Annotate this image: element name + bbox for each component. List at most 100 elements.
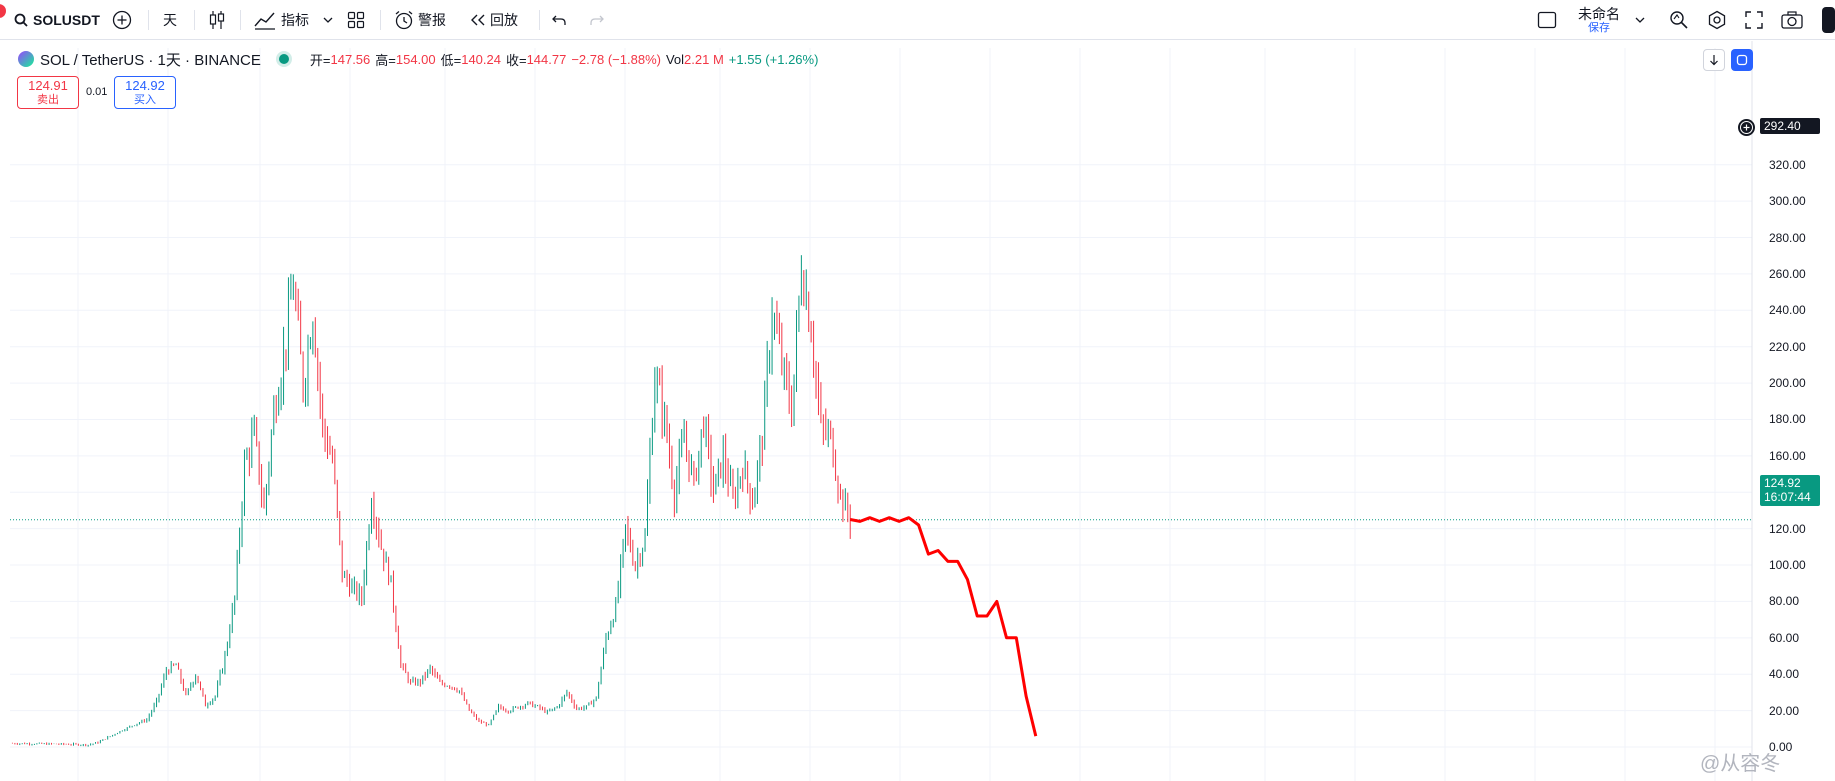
redo-button[interactable]: [589, 0, 605, 40]
price-tick-label: 280.00: [1769, 230, 1806, 245]
fullscreen-icon: [1745, 11, 1763, 29]
add-circle-icon: [112, 10, 132, 30]
low-label: 低=: [440, 52, 462, 68]
divider: [380, 10, 381, 30]
chart-type-button[interactable]: [208, 0, 226, 40]
price-tick-label: 300.00: [1769, 194, 1806, 209]
alert-button[interactable]: 警报: [393, 0, 446, 40]
chart-legend: SOL / TetherUS · 1天 · BINANCE 开= 147.56 高…: [18, 50, 819, 69]
price-tick-label: 60.00: [1769, 630, 1800, 645]
layout-save-button[interactable]: 未命名 保存: [1574, 0, 1624, 40]
close-label: 收=: [505, 52, 527, 68]
chevron-down-icon: [323, 17, 333, 23]
last-price-tag: 124.92 16:07:44: [1760, 475, 1820, 506]
open-value: 147.56: [330, 51, 371, 67]
indicators-button[interactable]: 指标: [254, 0, 333, 40]
price-tick-label: 320.00: [1769, 157, 1806, 172]
buy-button[interactable]: 124.92 买入: [114, 76, 176, 109]
undo-icon: [552, 15, 566, 25]
chart-grid: [10, 48, 1752, 781]
square-icon: [1537, 11, 1557, 29]
price-tick-label: 260.00: [1769, 266, 1806, 281]
auto-scale-icon: [1736, 54, 1748, 66]
bar-countdown: 16:07:44: [1764, 490, 1811, 504]
snapshot-button[interactable]: [1781, 0, 1803, 40]
open-label: 开=: [309, 52, 331, 68]
layout-menu-button[interactable]: [1635, 0, 1645, 40]
add-alert-plus-icon[interactable]: [1738, 119, 1755, 136]
chevron-down-icon: [1635, 17, 1645, 23]
indicators-label: 指标: [281, 12, 309, 28]
layouts-button[interactable]: [347, 0, 365, 40]
price-tick-label: 220.00: [1769, 339, 1806, 354]
publish-button-partial[interactable]: [1822, 0, 1835, 40]
top-toolbar: SOLUSDT 天 指标 警报 回放 未命名 保存: [0, 0, 1835, 40]
divider: [240, 10, 241, 30]
candlestick-series: [11, 255, 851, 747]
arrow-down-icon: [1710, 55, 1718, 66]
redo-icon: [590, 15, 604, 25]
vol-label: Vol: [665, 51, 685, 67]
indicators-icon: [254, 12, 275, 30]
sell-label: 卖出: [37, 93, 59, 106]
spread-value: 0.01: [86, 86, 108, 98]
sell-button[interactable]: 124.91 卖出: [17, 76, 79, 109]
candles-icon: [209, 11, 225, 29]
settings-button[interactable]: [1707, 0, 1727, 40]
camera-icon: [1781, 11, 1803, 29]
replay-label: 回放: [490, 12, 518, 28]
watermark: @从容冬: [1700, 753, 1781, 775]
alert-label: 警报: [418, 12, 446, 28]
market-open-icon: [278, 54, 289, 64]
rewind-icon: [471, 14, 485, 26]
fullscreen-button[interactable]: [1745, 0, 1763, 40]
price-tick-label: 80.00: [1769, 594, 1800, 609]
symbol-name: SOLUSDT: [33, 12, 100, 28]
quick-search-icon: [1670, 11, 1688, 29]
publish-icon: [1822, 7, 1835, 33]
compare-button[interactable]: [112, 0, 132, 40]
interval-button[interactable]: 天: [163, 0, 177, 40]
price-tick-label: 200.00: [1769, 376, 1806, 391]
alarm-clock-icon: [395, 11, 413, 30]
replay-button[interactable]: 回放: [469, 0, 518, 40]
price-tick-label: 100.00: [1769, 558, 1806, 573]
high-price-tag-value: 292.40: [1764, 119, 1801, 133]
quick-search-button[interactable]: [1669, 0, 1689, 40]
gear-icon: [1708, 10, 1726, 30]
notification-dot: [0, 4, 6, 18]
vol-value: 2.21 M: [684, 51, 724, 67]
divider: [539, 10, 540, 30]
vol-change-value: +1.55 (+1.26%): [728, 51, 819, 67]
search-icon: [14, 13, 28, 27]
last-price-value: 124.92: [1764, 476, 1801, 490]
close-value: 144.77: [526, 51, 567, 67]
price-tick-label: 120.00: [1769, 521, 1806, 536]
sell-price: 124.91: [28, 77, 68, 93]
price-tick-label: 240.00: [1769, 303, 1806, 318]
select-layout-button[interactable]: [1537, 0, 1557, 40]
change-value: −2.78 (−1.88%): [571, 51, 661, 67]
buy-price: 124.92: [125, 77, 165, 93]
freehand-drawing[interactable]: [849, 516, 1038, 737]
price-tick-label: 40.00: [1769, 667, 1800, 682]
buy-label: 买入: [134, 93, 156, 106]
layout-grid-icon: [347, 11, 365, 29]
price-tick-label: 180.00: [1769, 412, 1806, 427]
legend-title: SOL / TetherUS · 1天 · BINANCE: [40, 51, 261, 69]
divider: [194, 10, 195, 30]
undo-button[interactable]: [551, 0, 567, 40]
high-price-tag: 292.40: [1760, 118, 1820, 134]
auto-scale-button[interactable]: [1731, 49, 1753, 71]
high-value: 154.00: [395, 51, 436, 67]
high-label: 高=: [375, 52, 396, 68]
symbol-search-button[interactable]: SOLUSDT: [14, 0, 100, 40]
price-tick-label: 20.00: [1769, 703, 1800, 718]
low-value: 140.24: [461, 51, 501, 67]
price-tick-label: 0.00: [1769, 740, 1793, 754]
price-tick-label: 160.00: [1769, 448, 1806, 463]
save-label: 保存: [1588, 21, 1610, 34]
scroll-to-latest-button[interactable]: [1703, 49, 1725, 71]
interval-label: 天: [163, 12, 177, 28]
